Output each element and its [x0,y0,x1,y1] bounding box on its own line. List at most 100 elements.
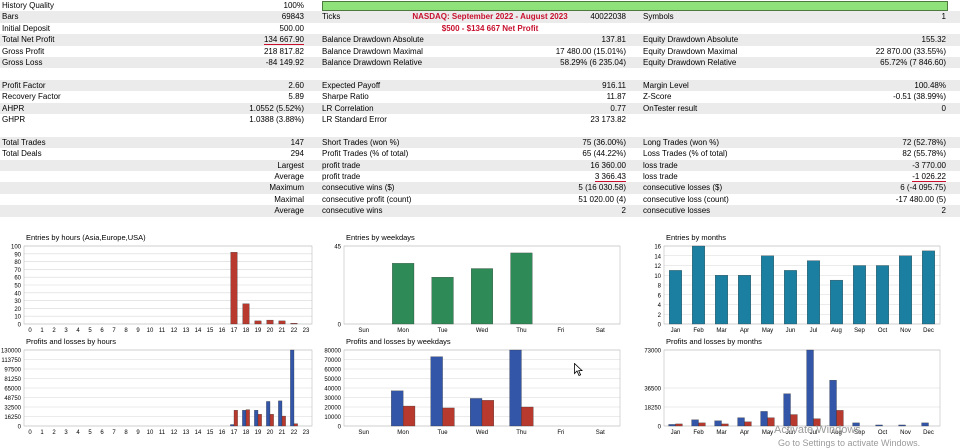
x-tick-label: 3 [64,328,68,334]
x-tick-label: Sun [358,328,369,334]
x-tick-label: 6 [100,328,104,334]
report-row: Average consecutive wins 2 consecutive loss… [0,205,960,217]
x-tick-label: Thu [516,430,526,436]
bar-loss [402,405,416,427]
plot-frame [663,349,941,427]
y-tick-label: 2 [658,313,662,319]
bar-entries [242,303,250,325]
y-tick-label: 90 [14,252,21,258]
metric-label [2,160,122,171]
bar-loss [836,410,844,427]
metric-label: Z-Score [643,92,672,102]
x-tick-label: Sep [854,430,865,436]
y-tick-label: 16 [654,245,661,251]
y-tick-label: 16250 [4,415,21,421]
metric-label [643,23,813,34]
metric-value: 75 (36.00%) [582,137,626,147]
bar-entries [290,323,298,325]
x-tick-label: Jan [671,430,681,436]
y-tick-label: 45 [334,245,341,251]
metric-value: 72 (52.78%) [902,137,946,147]
metric-label: consecutive loss (count) [643,194,729,204]
metric-label: Recovery Factor [2,92,61,102]
bar-entries [807,260,820,325]
x-tick-label: 5 [88,430,92,436]
bar-profit [230,424,235,427]
bar-loss [281,415,286,427]
y-tick-label: 8 [658,284,662,290]
x-tick-label: Tue [438,430,449,436]
x-tick-label: 22 [291,328,298,334]
y-tick-label: 0 [18,425,22,431]
x-tick-label: Dec [923,430,934,436]
metric-label: LR Standard Error [322,115,387,124]
x-tick-label: Oct [878,328,888,334]
report-row [0,125,960,136]
metric-label: Sharpe Ratio [322,92,369,102]
bar-loss [442,407,455,427]
bar-entries [510,252,533,325]
metric-label [643,125,813,136]
x-tick-label: 13 [183,430,190,436]
x-tick-label: Sat [596,328,605,334]
metric-label: consecutive losses ($) [643,183,723,193]
bar-profit [737,417,745,427]
report-row: Average profit trade 3 366.43 loss trade -1 … [0,171,960,182]
bar-profit [829,380,837,427]
bar-loss [269,414,274,427]
mouse-cursor-icon [574,363,583,376]
chart-2: Entries by months 0 2 4 6 8 10 12 14 16 Jan Feb Mar A… [640,232,946,336]
metric-value: 5 (16 030.58) [578,183,626,193]
report-row: AHPR 1.0552 (5.52%) LR Correlation 0.77 OnTe… [0,102,960,114]
x-tick-label: Sep [854,328,865,334]
x-tick-label: 16 [219,430,226,436]
bar-loss [698,422,706,427]
chart-canvas: 0 45 Sun Mon Tue Wed Thu Fri Sat [334,245,621,334]
report-row: Total Net Profit 134 667.90 Balance Drawdo… [0,34,960,46]
x-tick-label: 23 [303,430,310,436]
metric-value: 58.29% (6 235.04) [560,58,626,67]
x-tick-label: 21 [279,328,286,334]
annotation-note: $500 - $134 667 Net Profit [441,23,539,33]
y-tick-label: 10 [654,274,661,280]
report-row: Maximum consecutive wins ($) 5 (16 030.58)… [0,182,960,194]
bar-profit [391,390,404,427]
y-tick-label: 73000 [644,349,661,355]
metric-label: AHPR [2,103,25,113]
x-tick-label: 8 [124,328,128,334]
x-tick-label: Mar [716,430,726,436]
bar-entries [738,275,751,325]
metric-value: 40022038 [590,12,626,22]
report-row: Profit Factor 2.60 Expected Payoff 916.11 Ma… [0,79,960,92]
metric-value: 2 [621,206,626,216]
bar-entries [692,245,705,325]
y-tick-label: 30 [14,299,21,305]
x-tick-label: 0 [28,430,32,436]
y-tick-label: 0 [658,425,662,431]
metric-label: Loss Trades (% of total) [643,149,728,159]
metric-label: LR Correlation [322,103,374,113]
report-row: Gross Profit 218 817.82 Balance Drawdown M… [0,46,960,57]
bar-loss [293,423,298,427]
metric-value [800,125,946,136]
report-row: Largest profit trade 16 360.00 loss trade -3… [0,159,960,171]
metric-value: 65 (44.22%) [582,149,626,159]
chart-title: Entries by hours (Asia,Europe,USA) [26,233,146,242]
x-tick-label: 15 [207,430,214,436]
y-tick-label: 4 [658,303,662,309]
charts-area: Entries by hours (Asia,Europe,USA) 0 10 20 3… [0,228,960,446]
x-tick-label: 10 [147,430,154,436]
x-tick-label: 16 [219,328,226,334]
metric-label [2,171,122,182]
metric-label [2,182,122,193]
y-tick-label: 12 [654,264,661,270]
x-tick-label: 17 [231,430,238,436]
metric-value [800,23,946,34]
x-tick-label: Fri [557,430,564,436]
x-tick-label: 7 [112,328,116,334]
plot-frame [23,349,313,427]
x-tick-label: 15 [207,328,214,334]
metric-value: -3 770.00 [912,160,946,170]
x-tick-label: 20 [267,328,274,334]
x-tick-label: 4 [76,430,80,436]
